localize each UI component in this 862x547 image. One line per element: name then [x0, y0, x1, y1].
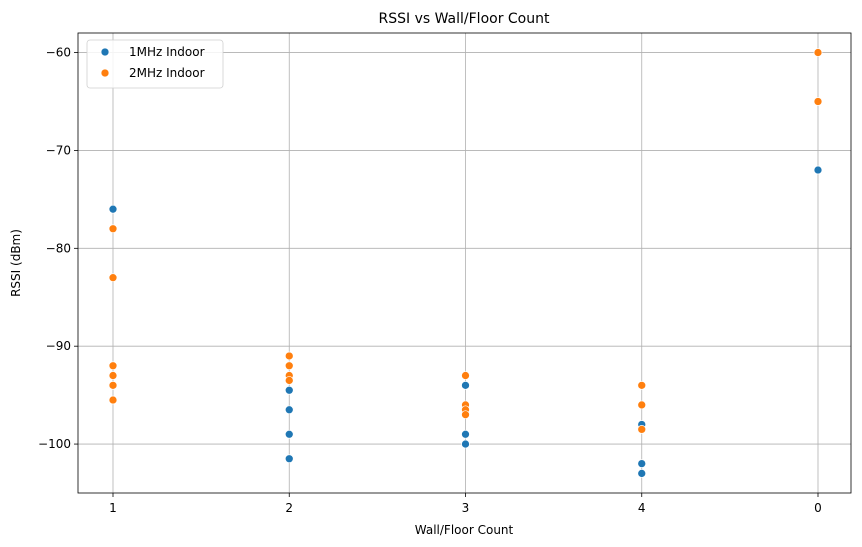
- legend-label: 1MHz Indoor: [129, 45, 205, 59]
- chart-title: RSSI vs Wall/Floor Count: [379, 11, 550, 27]
- x-tick-label: 0: [814, 501, 822, 515]
- data-point-2mhz: [637, 400, 647, 410]
- data-point-1mhz: [637, 459, 647, 468]
- data-point-2mhz: [108, 224, 118, 234]
- data-point-2mhz: [108, 273, 118, 283]
- legend-marker: [100, 68, 110, 78]
- y-tick-label: −60: [46, 46, 71, 60]
- y-tick-label: −90: [46, 339, 71, 353]
- data-point-2mhz: [813, 48, 823, 57]
- data-point-2mhz: [461, 410, 470, 420]
- x-tick-label: 4: [638, 501, 646, 515]
- data-point-2mhz: [284, 361, 294, 371]
- data-point-1mhz: [284, 429, 294, 439]
- data-point-1mhz: [461, 429, 470, 439]
- data-point-2mhz: [284, 351, 294, 361]
- data-point-2mhz: [108, 371, 118, 380]
- x-tick-label: 1: [109, 501, 117, 515]
- x-tick-label: 3: [462, 501, 470, 515]
- legend: 1MHz Indoor 2MHz Indoor: [86, 39, 224, 89]
- legend-box: [86, 39, 224, 89]
- data-point-1mhz: [284, 454, 294, 464]
- y-tick-label: −70: [46, 143, 71, 157]
- data-point-1mhz: [108, 204, 118, 214]
- data-point-2mhz: [461, 371, 470, 380]
- plot-frame: [77, 32, 852, 494]
- legend-marker: [100, 47, 110, 57]
- data-point-1mhz: [813, 165, 823, 175]
- legend-label: 2MHz Indoor: [129, 66, 205, 80]
- x-axis-label: Wall/Floor Count: [415, 523, 514, 537]
- plot-area: 1 2 3 4 0 −60 −70 −80 −90 −100: [38, 32, 852, 515]
- x-tick-label: 2: [285, 501, 293, 515]
- y-tick-label: −100: [38, 437, 71, 451]
- data-point-1mhz: [461, 380, 470, 390]
- y-axis-label: RSSI (dBm): [9, 229, 23, 297]
- data-point-1mhz: [637, 469, 647, 478]
- y-tick-label: −80: [46, 241, 71, 255]
- data-point-2mhz: [813, 97, 823, 106]
- data-point-2mhz: [108, 395, 118, 405]
- data-point-2mhz: [108, 380, 118, 390]
- data-point-2mhz: [284, 376, 294, 385]
- data-point-1mhz: [284, 385, 294, 395]
- data-point-1mhz: [461, 439, 470, 449]
- data-point-2mhz: [637, 380, 647, 390]
- data-point-1mhz: [284, 405, 294, 415]
- data-point-2mhz: [108, 361, 118, 371]
- data-point-2mhz: [637, 425, 647, 434]
